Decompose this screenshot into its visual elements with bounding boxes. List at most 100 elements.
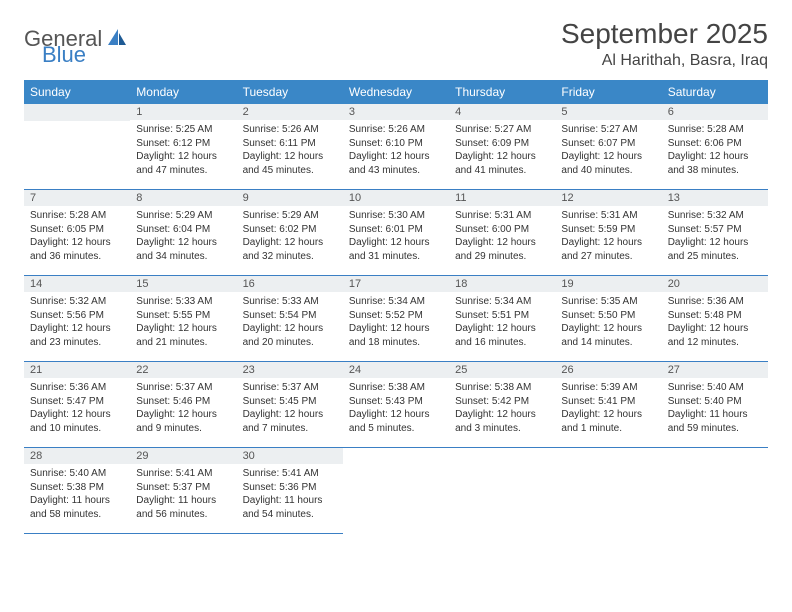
logo-sail-icon <box>106 27 128 52</box>
calendar-table: SundayMondayTuesdayWednesdayThursdayFrid… <box>24 80 768 534</box>
title-block: September 2025 Al Harithah, Basra, Iraq <box>561 18 768 70</box>
calendar-cell: 13Sunrise: 5:32 AMSunset: 5:57 PMDayligh… <box>662 190 768 276</box>
day-number: 25 <box>449 362 555 378</box>
calendar-cell: 16Sunrise: 5:33 AMSunset: 5:54 PMDayligh… <box>237 276 343 362</box>
day-number: 24 <box>343 362 449 378</box>
day-number: 27 <box>662 362 768 378</box>
day-details: Sunrise: 5:29 AMSunset: 6:02 PMDaylight:… <box>237 206 343 267</box>
calendar-cell: 29Sunrise: 5:41 AMSunset: 5:37 PMDayligh… <box>130 448 236 534</box>
calendar-cell: 12Sunrise: 5:31 AMSunset: 5:59 PMDayligh… <box>555 190 661 276</box>
day-details: Sunrise: 5:38 AMSunset: 5:42 PMDaylight:… <box>449 378 555 439</box>
day-number: 9 <box>237 190 343 206</box>
day-number: 5 <box>555 104 661 120</box>
calendar-cell: 6Sunrise: 5:28 AMSunset: 6:06 PMDaylight… <box>662 104 768 190</box>
day-number: 17 <box>343 276 449 292</box>
calendar-cell: 7Sunrise: 5:28 AMSunset: 6:05 PMDaylight… <box>24 190 130 276</box>
day-number: 28 <box>24 448 130 464</box>
day-details: Sunrise: 5:33 AMSunset: 5:54 PMDaylight:… <box>237 292 343 353</box>
calendar-row: 14Sunrise: 5:32 AMSunset: 5:56 PMDayligh… <box>24 276 768 362</box>
day-details: Sunrise: 5:38 AMSunset: 5:43 PMDaylight:… <box>343 378 449 439</box>
day-details: Sunrise: 5:35 AMSunset: 5:50 PMDaylight:… <box>555 292 661 353</box>
calendar-cell: 22Sunrise: 5:37 AMSunset: 5:46 PMDayligh… <box>130 362 236 448</box>
day-number: 18 <box>449 276 555 292</box>
calendar-cell <box>449 448 555 534</box>
day-details: Sunrise: 5:26 AMSunset: 6:11 PMDaylight:… <box>237 120 343 181</box>
calendar-cell: 28Sunrise: 5:40 AMSunset: 5:38 PMDayligh… <box>24 448 130 534</box>
day-details: Sunrise: 5:41 AMSunset: 5:37 PMDaylight:… <box>130 464 236 525</box>
calendar-cell: 25Sunrise: 5:38 AMSunset: 5:42 PMDayligh… <box>449 362 555 448</box>
calendar-row: 7Sunrise: 5:28 AMSunset: 6:05 PMDaylight… <box>24 190 768 276</box>
calendar-row: 21Sunrise: 5:36 AMSunset: 5:47 PMDayligh… <box>24 362 768 448</box>
calendar-body: 1Sunrise: 5:25 AMSunset: 6:12 PMDaylight… <box>24 104 768 534</box>
day-details: Sunrise: 5:37 AMSunset: 5:45 PMDaylight:… <box>237 378 343 439</box>
day-details: Sunrise: 5:41 AMSunset: 5:36 PMDaylight:… <box>237 464 343 525</box>
day-details: Sunrise: 5:28 AMSunset: 6:06 PMDaylight:… <box>662 120 768 181</box>
calendar-cell <box>24 104 130 190</box>
day-details: Sunrise: 5:36 AMSunset: 5:47 PMDaylight:… <box>24 378 130 439</box>
day-details: Sunrise: 5:39 AMSunset: 5:41 PMDaylight:… <box>555 378 661 439</box>
calendar-cell: 15Sunrise: 5:33 AMSunset: 5:55 PMDayligh… <box>130 276 236 362</box>
day-number: 12 <box>555 190 661 206</box>
day-number: 30 <box>237 448 343 464</box>
day-number: 3 <box>343 104 449 120</box>
day-details: Sunrise: 5:30 AMSunset: 6:01 PMDaylight:… <box>343 206 449 267</box>
calendar-cell: 8Sunrise: 5:29 AMSunset: 6:04 PMDaylight… <box>130 190 236 276</box>
logo-text-blue: Blue <box>42 42 86 67</box>
calendar-cell: 24Sunrise: 5:38 AMSunset: 5:43 PMDayligh… <box>343 362 449 448</box>
day-number: 22 <box>130 362 236 378</box>
day-number: 8 <box>130 190 236 206</box>
day-number-empty <box>24 104 130 121</box>
day-details: Sunrise: 5:40 AMSunset: 5:38 PMDaylight:… <box>24 464 130 525</box>
calendar-cell: 14Sunrise: 5:32 AMSunset: 5:56 PMDayligh… <box>24 276 130 362</box>
day-details: Sunrise: 5:25 AMSunset: 6:12 PMDaylight:… <box>130 120 236 181</box>
calendar-cell <box>662 448 768 534</box>
day-number: 14 <box>24 276 130 292</box>
day-number: 29 <box>130 448 236 464</box>
day-details: Sunrise: 5:27 AMSunset: 6:09 PMDaylight:… <box>449 120 555 181</box>
day-number: 4 <box>449 104 555 120</box>
calendar-cell <box>343 448 449 534</box>
day-details: Sunrise: 5:28 AMSunset: 6:05 PMDaylight:… <box>24 206 130 267</box>
day-details: Sunrise: 5:31 AMSunset: 6:00 PMDaylight:… <box>449 206 555 267</box>
day-details: Sunrise: 5:34 AMSunset: 5:52 PMDaylight:… <box>343 292 449 353</box>
calendar-cell: 17Sunrise: 5:34 AMSunset: 5:52 PMDayligh… <box>343 276 449 362</box>
calendar-cell: 9Sunrise: 5:29 AMSunset: 6:02 PMDaylight… <box>237 190 343 276</box>
day-details: Sunrise: 5:34 AMSunset: 5:51 PMDaylight:… <box>449 292 555 353</box>
calendar-cell: 18Sunrise: 5:34 AMSunset: 5:51 PMDayligh… <box>449 276 555 362</box>
day-number: 20 <box>662 276 768 292</box>
calendar-cell: 11Sunrise: 5:31 AMSunset: 6:00 PMDayligh… <box>449 190 555 276</box>
calendar-cell: 27Sunrise: 5:40 AMSunset: 5:40 PMDayligh… <box>662 362 768 448</box>
day-details: Sunrise: 5:27 AMSunset: 6:07 PMDaylight:… <box>555 120 661 181</box>
day-details: Sunrise: 5:32 AMSunset: 5:57 PMDaylight:… <box>662 206 768 267</box>
calendar-cell <box>555 448 661 534</box>
day-details: Sunrise: 5:40 AMSunset: 5:40 PMDaylight:… <box>662 378 768 439</box>
calendar-cell: 10Sunrise: 5:30 AMSunset: 6:01 PMDayligh… <box>343 190 449 276</box>
day-number: 6 <box>662 104 768 120</box>
day-details: Sunrise: 5:31 AMSunset: 5:59 PMDaylight:… <box>555 206 661 267</box>
calendar-cell: 2Sunrise: 5:26 AMSunset: 6:11 PMDaylight… <box>237 104 343 190</box>
day-number: 2 <box>237 104 343 120</box>
calendar-row: 1Sunrise: 5:25 AMSunset: 6:12 PMDaylight… <box>24 104 768 190</box>
day-number: 26 <box>555 362 661 378</box>
day-details: Sunrise: 5:33 AMSunset: 5:55 PMDaylight:… <box>130 292 236 353</box>
day-number: 16 <box>237 276 343 292</box>
month-title: September 2025 <box>561 18 768 50</box>
day-number: 21 <box>24 362 130 378</box>
calendar-cell: 20Sunrise: 5:36 AMSunset: 5:48 PMDayligh… <box>662 276 768 362</box>
day-number: 13 <box>662 190 768 206</box>
day-details: Sunrise: 5:29 AMSunset: 6:04 PMDaylight:… <box>130 206 236 267</box>
calendar-cell: 23Sunrise: 5:37 AMSunset: 5:45 PMDayligh… <box>237 362 343 448</box>
day-number: 15 <box>130 276 236 292</box>
calendar-row: 28Sunrise: 5:40 AMSunset: 5:38 PMDayligh… <box>24 448 768 534</box>
calendar-cell: 19Sunrise: 5:35 AMSunset: 5:50 PMDayligh… <box>555 276 661 362</box>
day-number: 19 <box>555 276 661 292</box>
calendar-cell: 3Sunrise: 5:26 AMSunset: 6:10 PMDaylight… <box>343 104 449 190</box>
day-details: Sunrise: 5:26 AMSunset: 6:10 PMDaylight:… <box>343 120 449 181</box>
calendar-cell: 30Sunrise: 5:41 AMSunset: 5:36 PMDayligh… <box>237 448 343 534</box>
day-number: 10 <box>343 190 449 206</box>
header: General September 2025 Al Harithah, Basr… <box>24 18 768 70</box>
day-number: 23 <box>237 362 343 378</box>
day-number: 11 <box>449 190 555 206</box>
calendar-cell: 1Sunrise: 5:25 AMSunset: 6:12 PMDaylight… <box>130 104 236 190</box>
calendar-cell: 21Sunrise: 5:36 AMSunset: 5:47 PMDayligh… <box>24 362 130 448</box>
